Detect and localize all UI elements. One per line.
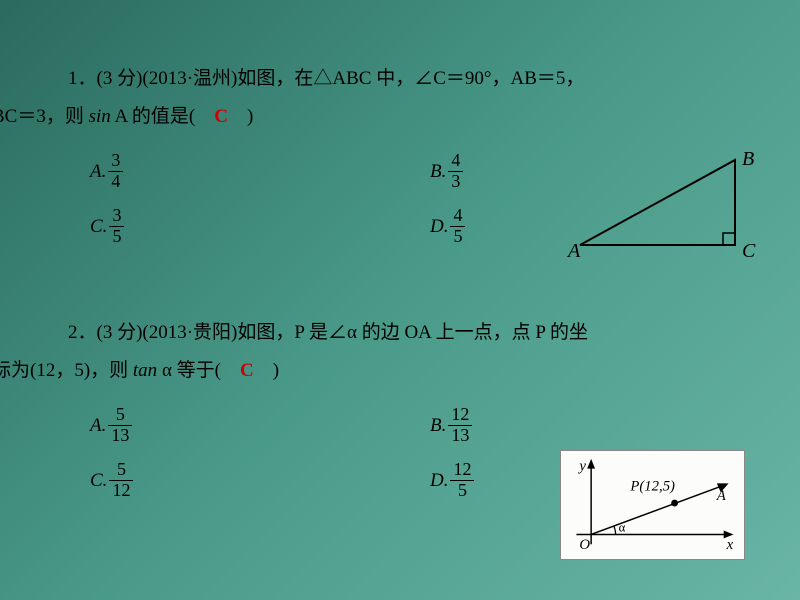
origin-label: O bbox=[579, 537, 590, 553]
q2-line2a: 标为(12，5)，则 bbox=[0, 360, 133, 381]
fraction: 45 bbox=[450, 206, 465, 247]
fraction: 35 bbox=[109, 206, 124, 247]
option-label: C. bbox=[90, 216, 107, 238]
q2-option-c: C. 512 bbox=[90, 453, 350, 508]
ray-a-label: A bbox=[716, 488, 727, 504]
triangle-shape bbox=[580, 160, 735, 245]
q1-line2b: A 的值是( bbox=[111, 106, 214, 127]
fraction: 125 bbox=[450, 460, 474, 501]
alpha-arc bbox=[614, 526, 616, 535]
vertex-b-label: B bbox=[742, 148, 754, 170]
fraction: 34 bbox=[108, 151, 123, 192]
q2-line2b: α 等于( bbox=[157, 360, 240, 381]
q1-option-a: A. 34 bbox=[90, 144, 350, 199]
alpha-label: α bbox=[619, 521, 626, 535]
tan-text: tan bbox=[133, 360, 157, 381]
option-label: A. bbox=[90, 415, 106, 437]
q2-option-a: A. 513 bbox=[90, 398, 350, 453]
q2-option-b: B. 1213 bbox=[430, 398, 690, 453]
option-label: B. bbox=[430, 161, 446, 183]
q1-line2a: BC＝3，则 bbox=[0, 106, 89, 127]
fraction: 1213 bbox=[448, 405, 472, 446]
option-label: D. bbox=[430, 216, 448, 238]
fraction: 513 bbox=[108, 405, 132, 446]
fraction: 512 bbox=[109, 460, 133, 501]
sin-text: sin bbox=[89, 106, 111, 127]
q1-text: 1．(3 分)(2013·温州)如图，在△ABC 中，∠C＝90°，AB＝5， … bbox=[30, 60, 770, 136]
q2-line1: 2．(3 分)(2013·贵阳)如图，P 是∠α 的边 OA 上一点，点 P 的… bbox=[68, 322, 588, 343]
q2-answer: C bbox=[240, 360, 254, 381]
option-label: A. bbox=[90, 161, 106, 183]
q1-answer: C bbox=[214, 106, 228, 127]
x-label: x bbox=[726, 537, 734, 553]
point-p-label: P(12,5) bbox=[629, 478, 675, 494]
q2-text: 2．(3 分)(2013·贵阳)如图，P 是∠α 的边 OA 上一点，点 P 的… bbox=[30, 314, 770, 390]
q2-line2c: ) bbox=[254, 360, 279, 381]
vertex-a-label: A bbox=[566, 240, 581, 262]
triangle-figure: A B C bbox=[560, 145, 760, 265]
y-label: y bbox=[577, 459, 586, 475]
vertex-c-label: C bbox=[742, 240, 756, 262]
q1-option-c: C. 35 bbox=[90, 199, 350, 254]
point-p bbox=[671, 500, 678, 507]
coordinate-figure: y x O P(12,5) A α bbox=[560, 450, 745, 560]
q1-line2c: ) bbox=[228, 106, 253, 127]
fraction: 43 bbox=[448, 151, 463, 192]
option-label: C. bbox=[90, 470, 107, 492]
option-label: B. bbox=[430, 415, 446, 437]
q1-line1: 1．(3 分)(2013·温州)如图，在△ABC 中，∠C＝90°，AB＝5， bbox=[68, 68, 584, 89]
right-angle-icon bbox=[723, 233, 735, 245]
option-label: D. bbox=[430, 470, 448, 492]
y-arrow-icon bbox=[587, 459, 595, 469]
